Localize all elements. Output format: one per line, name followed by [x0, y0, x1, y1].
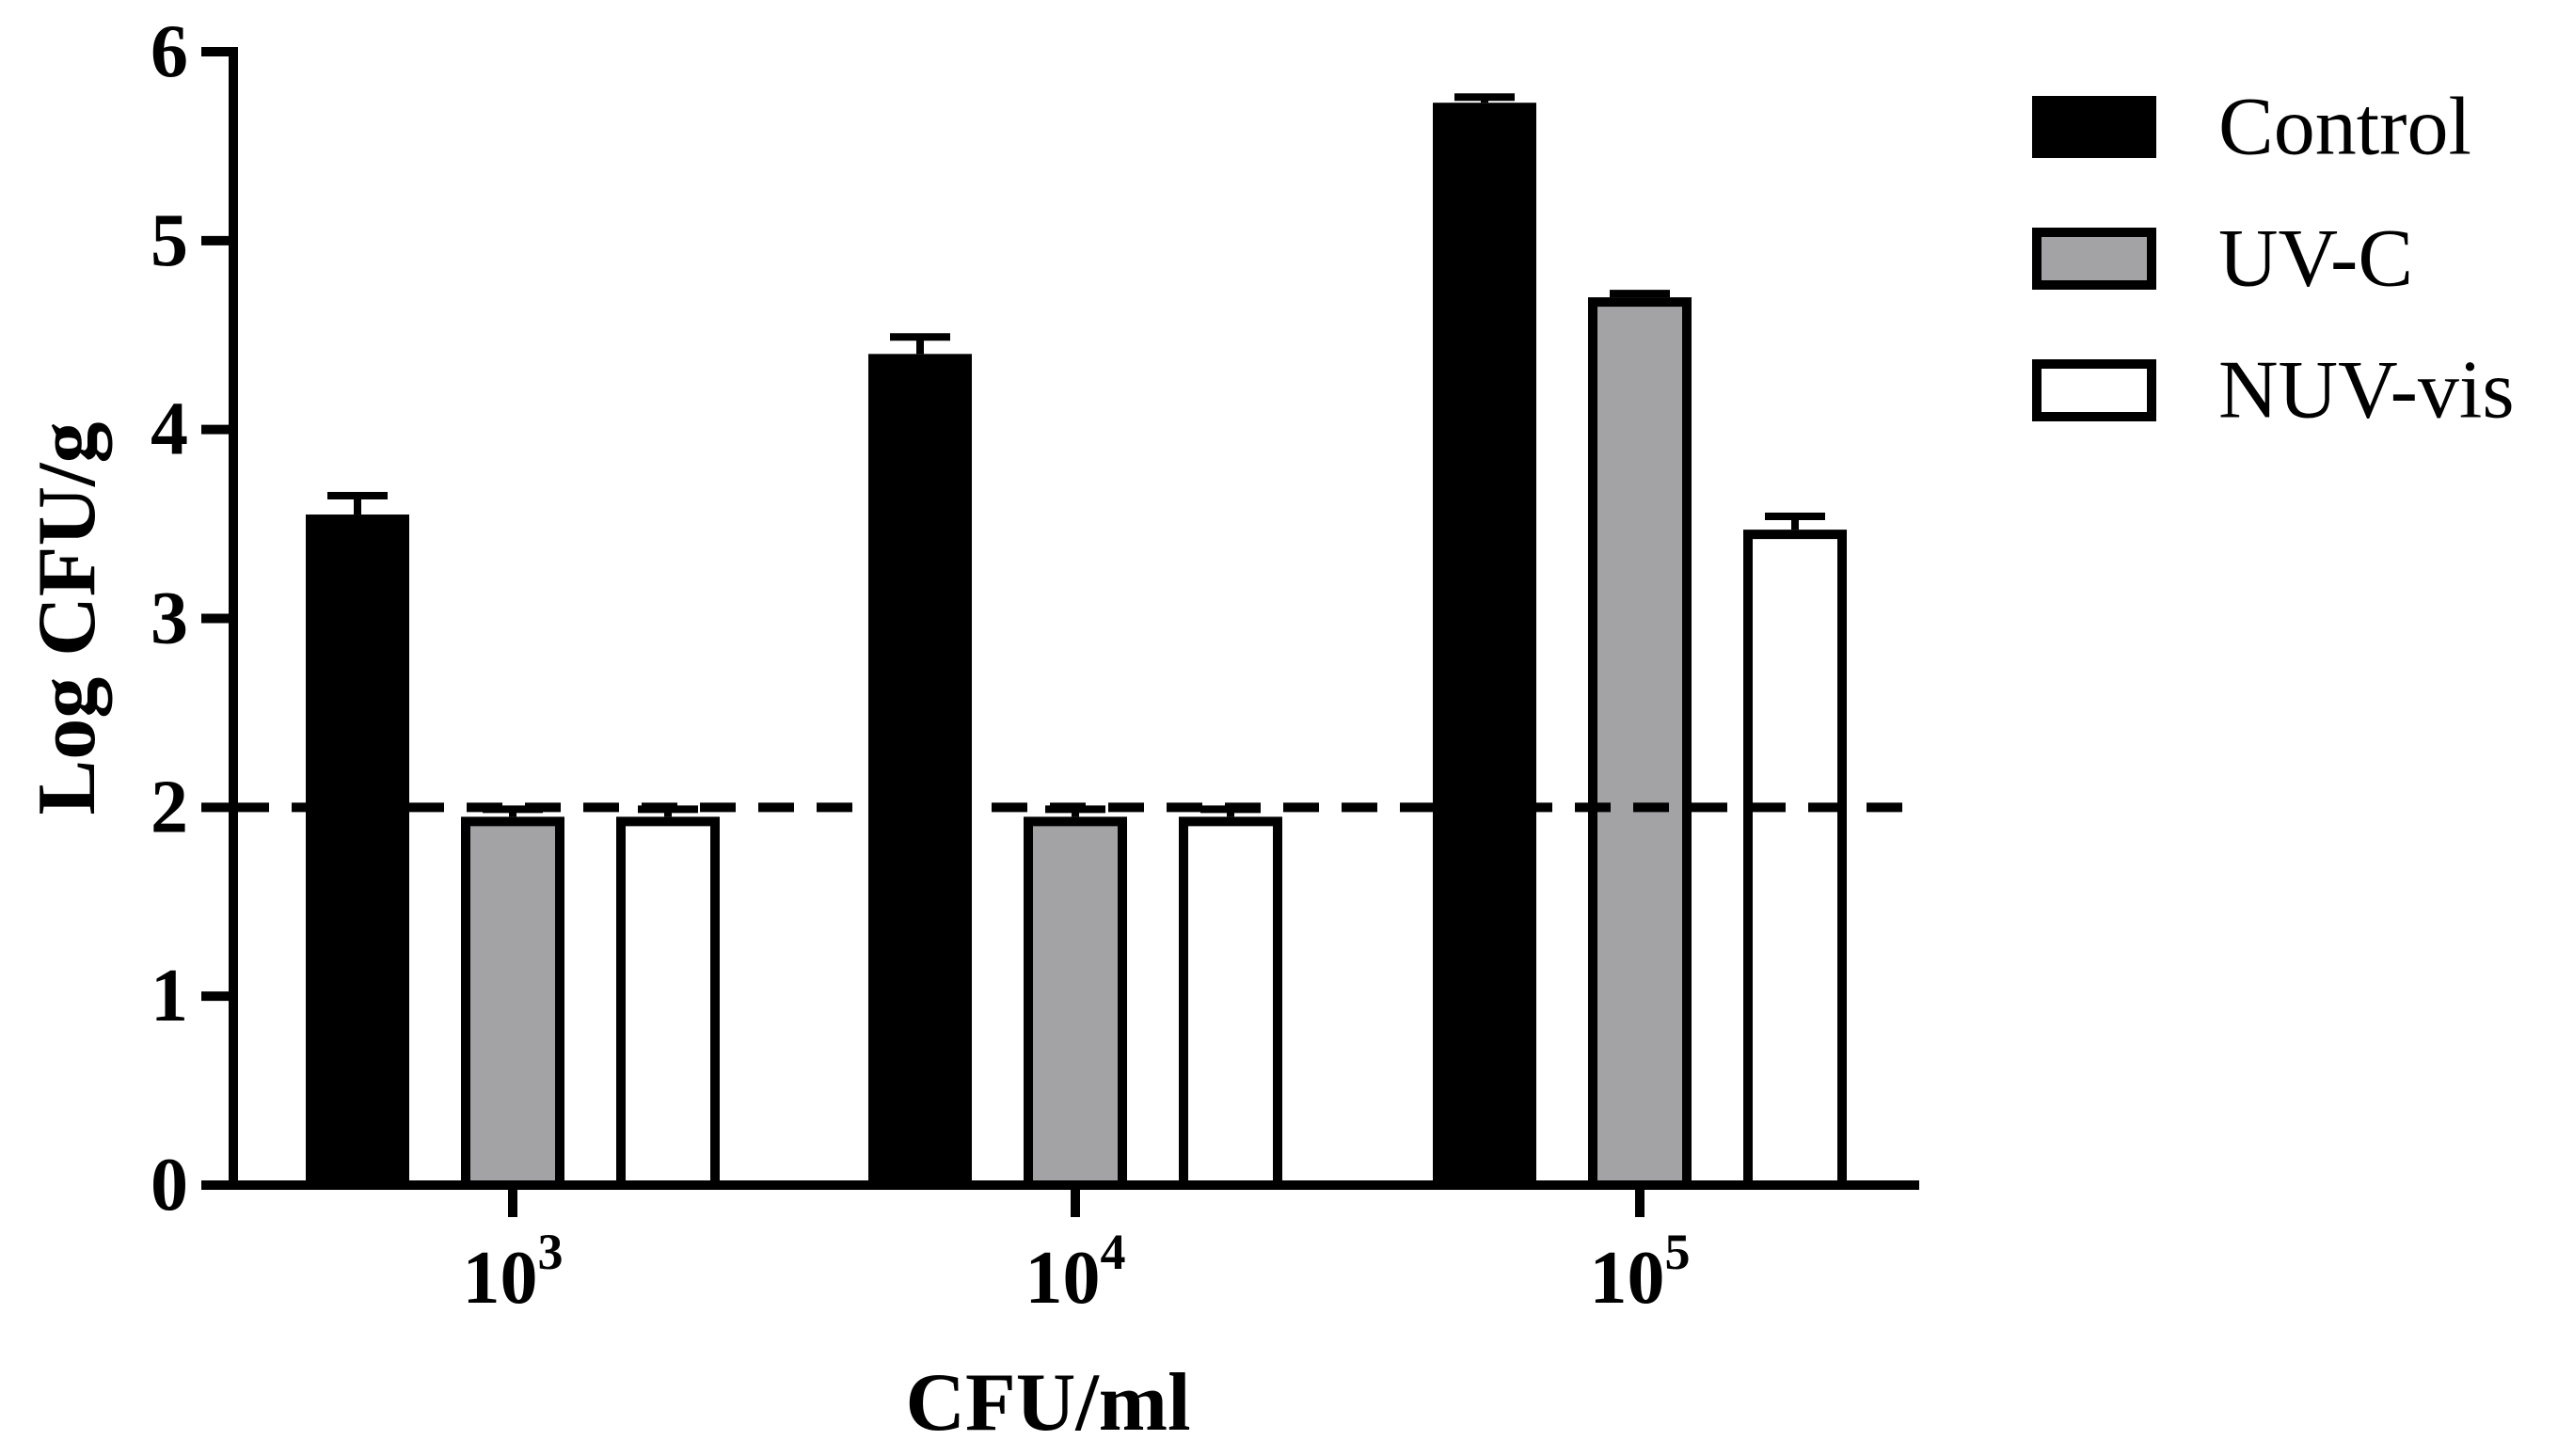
bars [306, 103, 1847, 1191]
error-bar-uv-c-3 [1610, 290, 1670, 298]
y-tick-label: 5 [151, 199, 188, 282]
x-ticks: 103 104 105 [463, 1185, 1691, 1320]
bar-control-2 [868, 354, 972, 1191]
bar-uv-c-2 [1024, 816, 1127, 1190]
bar-nuv-vis-2 [1179, 816, 1282, 1190]
bar-uv-c-3 [1588, 297, 1692, 1191]
y-tick-label: 4 [151, 388, 188, 471]
bar-uv-c-1 [461, 816, 564, 1190]
y-tick-label: 0 [151, 1144, 188, 1227]
legend-label: NUV-vis [2218, 345, 2515, 436]
bar-control-1 [306, 514, 409, 1190]
legend-swatch [2032, 228, 2156, 290]
y-tick-label: 1 [151, 955, 188, 1037]
bar-nuv-vis-3 [1743, 530, 1847, 1190]
legend: Control UV-C NUV-vis [2032, 82, 2515, 436]
y-tick-label: 2 [151, 766, 188, 848]
legend-swatch [2032, 359, 2156, 421]
x-tick-label: 104 [1025, 1224, 1126, 1320]
legend-swatch [2032, 96, 2156, 158]
legend-item-nuv-vis: NUV-vis [2032, 345, 2515, 436]
legend-item-uv-c: UV-C [2032, 214, 2413, 305]
legend-label: UV-C [2218, 214, 2413, 305]
y-tick-label: 3 [151, 578, 188, 660]
error-bar-control-1 [327, 491, 388, 515]
x-axis-title: CFU/ml [905, 1357, 1190, 1448]
y-tick-label: 6 [151, 10, 188, 93]
bar-control-3 [1433, 103, 1536, 1191]
x-tick-label: 103 [463, 1224, 564, 1320]
legend-item-control: Control [2032, 82, 2471, 173]
y-axis-title: Log CFU/g [22, 422, 113, 815]
error-bar-control-2 [890, 333, 950, 355]
error-bar-control-3 [1454, 93, 1515, 103]
legend-label: Control [2218, 82, 2471, 173]
y-ticks: 0 1 2 3 4 5 6 [151, 10, 233, 1227]
bar-nuv-vis-1 [616, 816, 720, 1190]
x-tick-label: 105 [1590, 1224, 1691, 1320]
error-bar-nuv-vis-3 [1765, 513, 1825, 530]
